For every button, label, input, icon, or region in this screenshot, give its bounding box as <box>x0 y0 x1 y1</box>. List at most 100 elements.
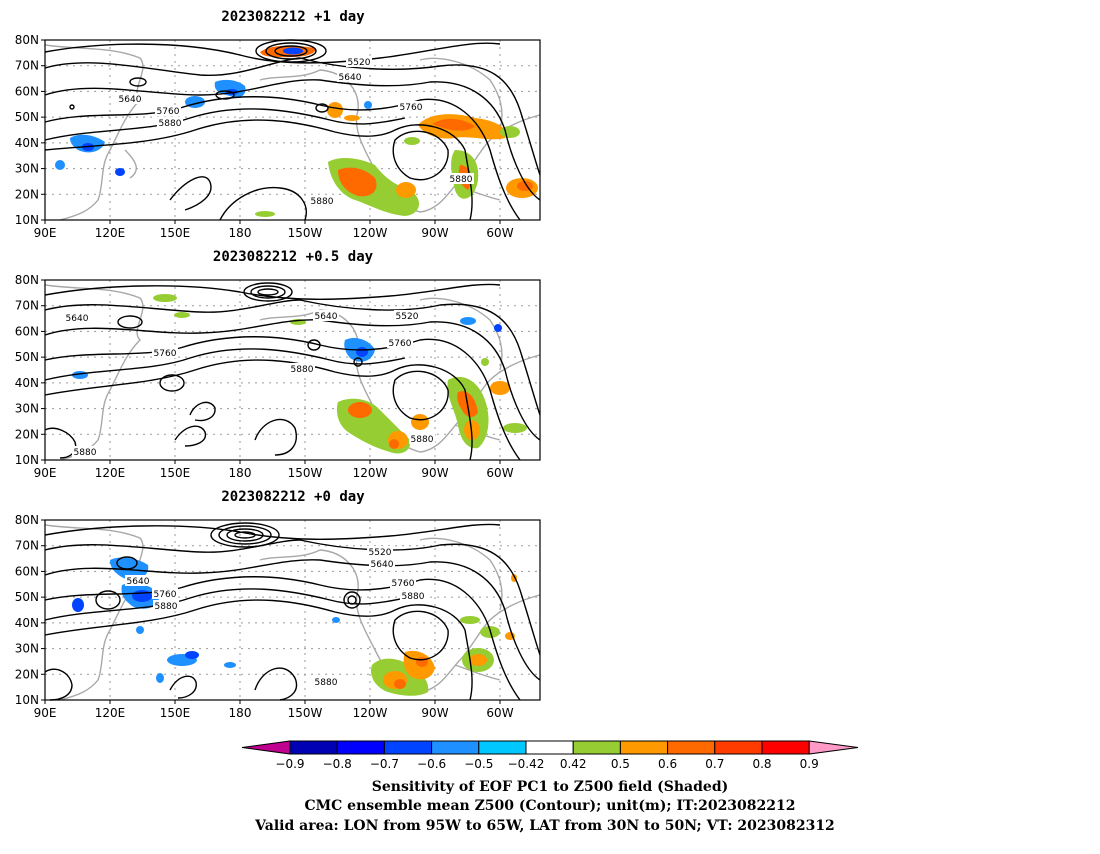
lon-tick-label: 120W <box>353 226 388 240</box>
caption-line-3: Valid area: LON from 95W to 65W, LAT fro… <box>254 818 835 834</box>
lon-tick-label: 120W <box>353 706 388 720</box>
colorbar-box <box>383 740 433 755</box>
lon-tick-label: 90E <box>34 226 57 240</box>
panel-2-label-5880-a: 5880 <box>291 365 314 375</box>
panel-1-label-5880-b: 5880 <box>450 175 473 185</box>
caption: Sensitivity of EOF PC1 to Z500 field (Sh… <box>254 779 835 834</box>
panel-3-label-5640-b: 5640 <box>127 577 150 587</box>
lat-tick-label: 10N <box>15 453 39 467</box>
colorbar-label: 0.5 <box>611 757 630 771</box>
lat-tick-label: 20N <box>15 667 39 681</box>
lon-tick-label: 90E <box>34 706 57 720</box>
colorbar-label: −0.5 <box>464 757 493 771</box>
panel-3-shading <box>72 557 517 696</box>
panel-2-label-5880-c: 5880 <box>74 448 97 458</box>
colorbar-box <box>289 740 338 755</box>
lat-tick-label: 30N <box>15 162 39 176</box>
panel-3-label-5880-c: 5880 <box>315 678 338 688</box>
panel-2-label-5640-a: 5640 <box>66 314 89 324</box>
colorbar-label: 0.9 <box>800 757 819 771</box>
lon-tick-label: 180 <box>229 706 252 720</box>
panel-2-label-5760-a: 5760 <box>154 349 177 359</box>
lon-tick-label: 120E <box>95 466 126 480</box>
panel-1-contour-labels: 5520 5640 5640 5760 5760 5880 5880 5880 <box>117 56 474 207</box>
panel-2-label-5880-b: 5880 <box>411 435 434 445</box>
colorbar-box <box>336 740 385 755</box>
panel-3-label-5880-a: 5880 <box>155 602 178 612</box>
panel-3-label-5880-b: 5880 <box>402 592 425 602</box>
lat-tick-label: 60N <box>15 324 39 338</box>
panel-2: 2023082212 +0.5 day <box>15 249 541 480</box>
lon-tick-label: 90E <box>34 466 57 480</box>
panel-3-label-5760-a: 5760 <box>154 590 177 600</box>
lon-tick-label: 60W <box>486 226 513 240</box>
lon-tick-label: 150W <box>288 706 323 720</box>
lat-tick-label: 50N <box>15 590 39 604</box>
lon-tick-label: 150E <box>160 226 191 240</box>
lon-tick-label: 150W <box>288 226 323 240</box>
lon-tick-label: 120W <box>353 466 388 480</box>
lat-tick-label: 70N <box>15 299 39 313</box>
colorbar-label: 0.7 <box>705 757 724 771</box>
colorbar-label: 0.42 <box>560 757 587 771</box>
panel-1-contours <box>44 39 541 221</box>
lon-tick-label: 120E <box>95 226 126 240</box>
panel-3-contour-labels: 5520 5640 5640 5760 5760 5880 5880 5880 <box>125 546 426 688</box>
panel-2-contours <box>44 282 541 461</box>
panel-1-label-5760-b: 5760 <box>400 103 423 113</box>
panel-2-frame <box>44 279 541 461</box>
caption-line-1: Sensitivity of EOF PC1 to Z500 field (Sh… <box>372 779 728 795</box>
panel-2-shading <box>72 294 527 454</box>
panel-1-frame <box>44 39 541 221</box>
lat-tick-label: 50N <box>15 110 39 124</box>
colorbar-label: −0.7 <box>370 757 399 771</box>
panel-2-label-5640-b: 5640 <box>315 312 338 322</box>
colorbar: −0.9 −0.8 −0.7 −0.6 −0.5 −0.42 0.42 0.5 0.6 0.7 0.… <box>241 740 859 771</box>
lon-tick-label: 60W <box>486 706 513 720</box>
colorbar-box <box>431 740 480 755</box>
colorbar-label: 0.8 <box>752 757 771 771</box>
lat-tick-label: 80N <box>15 513 39 527</box>
panel-3-contours <box>44 522 541 701</box>
panel-1-label-5760-a: 5760 <box>157 107 180 117</box>
panel-1-label-5640-b: 5640 <box>119 95 142 105</box>
colorbar-label: −0.42 <box>508 757 545 771</box>
panel-3-frame <box>44 519 541 701</box>
lat-tick-label: 40N <box>15 616 39 630</box>
panel-2-label-5520: 5520 <box>396 312 419 322</box>
panel-3-label-5520: 5520 <box>369 548 392 558</box>
colorbar-label: 0.6 <box>658 757 677 771</box>
panel-3-label-5640-a: 5640 <box>371 560 394 570</box>
panel-3-plot-area <box>45 520 540 700</box>
lat-tick-label: 60N <box>15 84 39 98</box>
panel-3-title: 2023082212 +0 day <box>221 489 365 505</box>
lat-tick-label: 80N <box>15 273 39 287</box>
lat-tick-label: 20N <box>15 187 39 201</box>
lat-tick-label: 50N <box>15 350 39 364</box>
lat-tick-label: 70N <box>15 59 39 73</box>
panel-2-contour-labels: 5640 5640 5520 5760 5760 5880 5880 5880 <box>64 310 435 458</box>
lon-tick-label: 120E <box>95 706 126 720</box>
panel-3-label-5760-b: 5760 <box>392 579 415 589</box>
lat-tick-label: 10N <box>15 213 39 227</box>
lat-tick-label: 40N <box>15 376 39 390</box>
colorbar-label: −0.8 <box>323 757 352 771</box>
lon-tick-label: 150E <box>160 706 191 720</box>
lon-tick-label: 180 <box>229 466 252 480</box>
colorbar-box <box>525 740 574 755</box>
colorbar-box <box>572 740 621 755</box>
colorbar-box <box>667 740 716 755</box>
colorbar-box <box>761 740 810 755</box>
panel-1-label-5640-a: 5640 <box>339 73 362 83</box>
panel-1-label-5520: 5520 <box>348 58 371 68</box>
lat-tick-label: 40N <box>15 136 39 150</box>
panel-2-label-5760-b: 5760 <box>389 339 412 349</box>
lat-tick-label: 80N <box>15 33 39 47</box>
lon-tick-label: 150E <box>160 466 191 480</box>
colorbar-box <box>478 740 527 755</box>
